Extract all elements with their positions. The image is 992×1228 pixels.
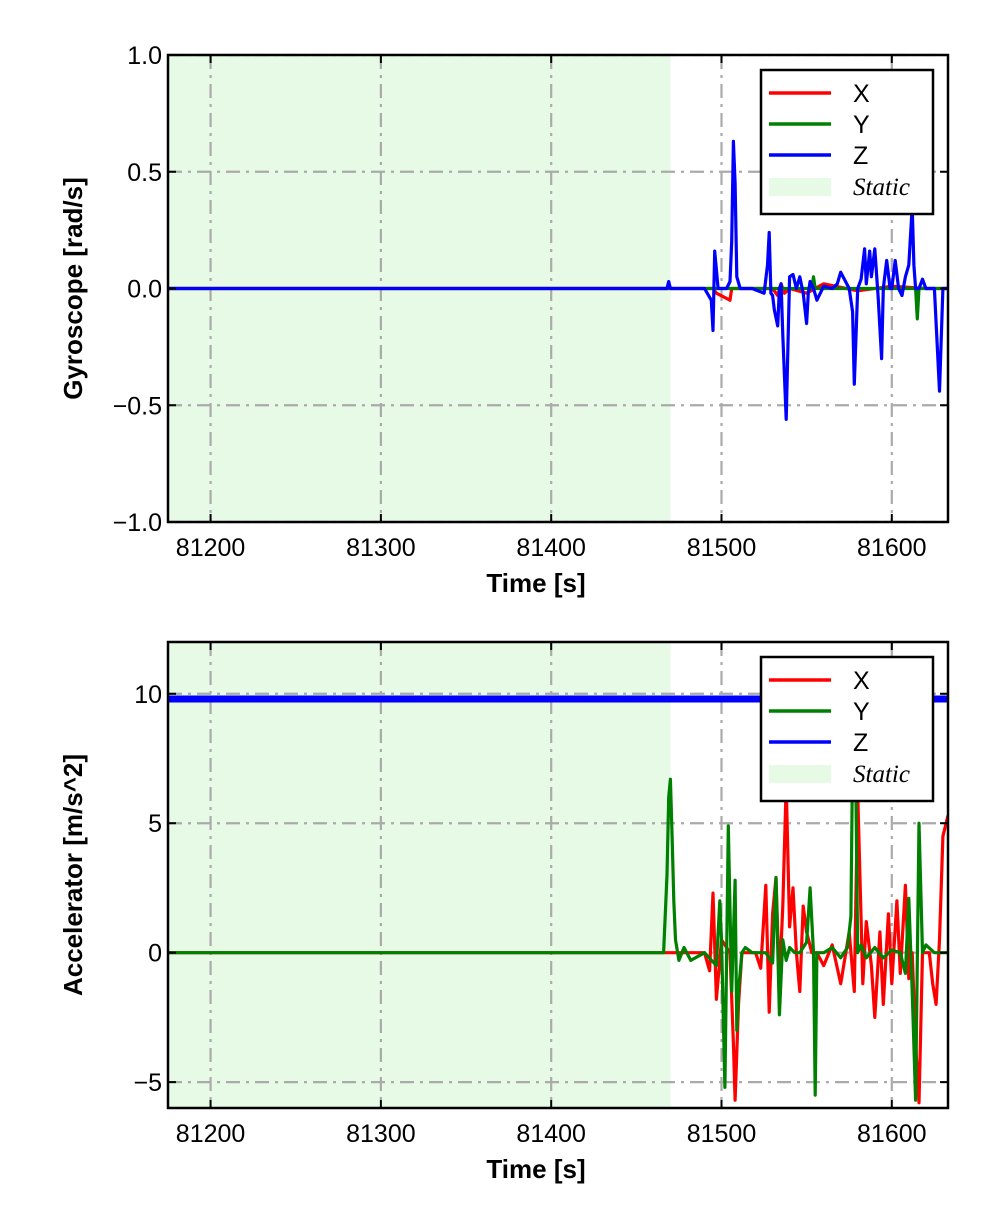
gyroscope-chart: 81200 81300 81400 81500 81600 1.0 0.5 0.0 −0.5 −1… [58, 42, 950, 598]
static-region [168, 642, 671, 1108]
x-tick-label: 81500 [687, 534, 757, 562]
legend-label: X [853, 667, 870, 695]
legend-swatch-static [769, 178, 831, 196]
plot-frame [166, 640, 950, 1110]
y-tick-label: 10 [134, 681, 162, 709]
series-group [168, 139, 948, 421]
x-tick-label: 81600 [857, 534, 927, 562]
legend-label: Static [853, 174, 910, 201]
y-tick-label: 0.0 [127, 276, 162, 304]
legend-label: Z [853, 142, 868, 170]
x-tick-label: 81300 [346, 1120, 416, 1148]
x-tick-label: 81300 [346, 534, 416, 562]
y-tick-label: −5 [133, 1069, 162, 1097]
x-tick-label: 81600 [857, 1120, 927, 1148]
x-tick-label: 81200 [176, 1120, 246, 1148]
legend: XYZ Static [759, 68, 935, 216]
x-tick-label: 81400 [516, 1120, 586, 1148]
y-tick-label: 1.0 [127, 42, 162, 70]
series-line-z [168, 139, 948, 421]
x-tick-label: 81400 [516, 534, 586, 562]
y-tick-label: 5 [148, 810, 162, 838]
y-tick-label: −1.0 [113, 509, 162, 537]
tick-marks [168, 642, 948, 1108]
legend: XYZ Static [759, 655, 935, 803]
y-axis-label: Gyroscope [rad/s] [58, 177, 88, 400]
x-tick-label: 81500 [687, 1120, 757, 1148]
y-tick-label: −0.5 [113, 392, 162, 420]
tick-marks [168, 54, 948, 523]
y-tick-label: 0 [148, 940, 162, 968]
legend-label: Y [853, 111, 870, 139]
y-tick-label: 0.5 [127, 159, 162, 187]
x-axis-label: Time [s] [486, 1154, 585, 1184]
legend-label: Y [853, 698, 870, 726]
legend-label: Z [853, 729, 868, 757]
gridlines [168, 642, 948, 1108]
legend-label: Static [853, 761, 910, 788]
accelerator-chart: 81200 81300 81400 81500 81600 10 5 0 −5 Time [s] A… [58, 640, 950, 1184]
x-tick-label: 81200 [176, 534, 246, 562]
x-axis-label: Time [s] [486, 568, 585, 598]
y-axis-label: Accelerator [m/s^2] [58, 754, 88, 996]
legend-swatch-static [769, 765, 831, 783]
series-line-y [168, 731, 948, 1102]
legend-label: X [853, 80, 870, 108]
